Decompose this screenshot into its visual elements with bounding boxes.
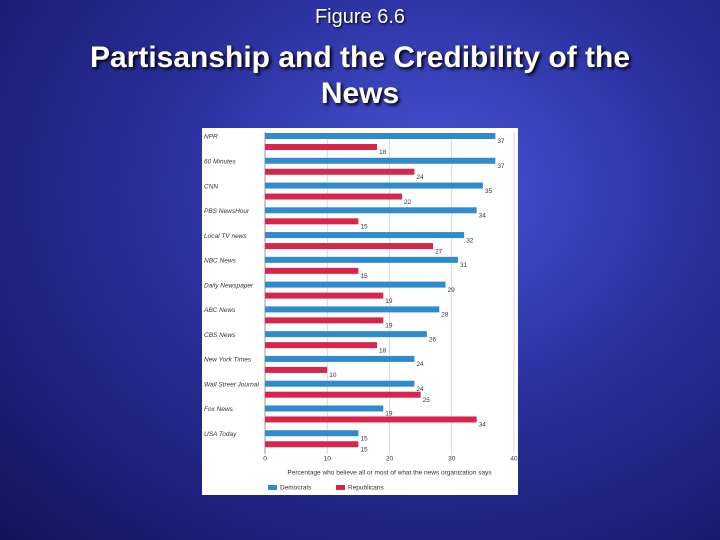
chart: 0 10 20 30 40 Percentage who believe all or m… [202,128,518,495]
value-label: 15 [360,224,368,231]
value-label: 18 [379,347,387,354]
bar [265,366,328,373]
value-label: 37 [497,138,505,145]
y-tick-label: CBS News [204,332,236,339]
slide-title: Partisanship and the Credibility of the … [89,41,631,110]
bar [265,355,415,362]
x-tick-label: 10 [324,456,332,463]
value-label: 15 [360,446,368,453]
value-label: 31 [460,262,468,269]
y-tick-label: CNN [204,183,218,190]
legend-swatch [336,485,345,490]
y-tick-label: Wall Street Journal [204,381,259,388]
bar [265,207,477,214]
value-label: 24 [416,386,424,393]
value-label: 34 [479,213,487,220]
bar [265,405,384,412]
value-label: 10 [329,372,337,379]
value-label: 22 [404,199,412,206]
figure-label: Figure 6.6 [314,6,406,28]
x-tick-label: 30 [448,456,456,463]
value-label: 37 [497,163,505,170]
bar [265,168,415,175]
value-label: 35 [485,188,493,195]
value-label: 18 [379,149,387,156]
value-label: 15 [360,273,368,280]
legend-label: Democrats [280,485,312,492]
bar [265,157,496,164]
y-tick-label: 60 Minutes [204,158,237,165]
bar [265,182,483,189]
bar [265,306,440,313]
legend-label: Republicans [348,485,385,492]
bar [265,267,359,274]
y-tick-label: Fox News [204,406,234,413]
y-tick-label: NPR [204,134,218,141]
bar [265,232,465,239]
value-label: 19 [385,298,393,305]
x-tick-label: 20 [386,456,394,463]
value-label: 27 [435,248,443,255]
bar [265,243,434,250]
value-label: 19 [385,411,393,418]
value-label: 25 [423,397,431,404]
bar [265,256,458,263]
value-label: 15 [360,435,368,442]
value-label: 32 [466,237,474,244]
value-label: 34 [479,422,487,429]
y-tick-label: NBC News [204,258,237,265]
bar [265,144,378,150]
y-tick-label: USA Today [204,431,237,438]
x-tick-label: 0 [263,456,267,463]
value-label: 26 [429,336,437,343]
bar [265,218,359,225]
x-axis-label: Percentage who believe all or most of wh… [287,470,492,477]
bar [265,281,446,288]
y-tick-label: PBS NewsHour [204,208,250,215]
bar [265,430,359,437]
bar [265,331,427,338]
value-label: 24 [416,361,424,368]
bar [265,133,496,139]
bar [265,380,415,387]
y-tick-label: New York Times [204,357,252,364]
bar [265,342,378,349]
bar [265,292,384,299]
legend-swatch [268,485,277,490]
value-label: 29 [448,287,456,294]
bar [265,441,359,448]
bar [265,416,477,423]
bar [265,317,384,324]
y-tick-label: ABC News [203,307,236,314]
y-tick-label: Daily Newspaper [204,282,254,289]
value-label: 28 [441,312,449,319]
value-label: 19 [385,323,393,330]
value-label: 24 [416,174,424,181]
y-tick-label: Local TV news [204,233,247,240]
bar [265,391,421,398]
bar [265,193,402,200]
x-tick-label: 40 [510,456,518,463]
